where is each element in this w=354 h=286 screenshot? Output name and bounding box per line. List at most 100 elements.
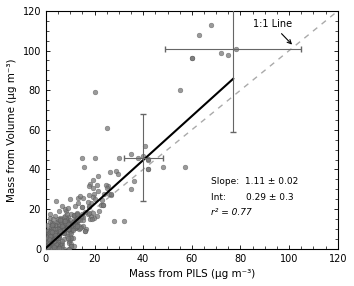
Point — [53, 245, 59, 250]
Point — [100, 202, 106, 207]
Point — [56, 222, 62, 226]
Point — [65, 215, 71, 219]
Point — [44, 223, 50, 227]
Point — [58, 241, 63, 245]
Point — [47, 220, 53, 224]
Point — [44, 242, 50, 247]
Point — [89, 216, 95, 221]
Point — [44, 246, 49, 251]
Point — [107, 170, 113, 175]
Point — [77, 217, 83, 222]
Point — [55, 246, 61, 251]
Point — [45, 246, 51, 251]
Point — [103, 182, 109, 187]
Point — [72, 218, 77, 223]
Point — [114, 169, 119, 174]
Point — [104, 126, 109, 130]
Point — [81, 165, 86, 170]
Point — [44, 245, 50, 249]
Point — [45, 246, 51, 251]
Point — [73, 222, 78, 226]
Point — [49, 234, 55, 238]
Point — [85, 211, 90, 216]
Point — [87, 217, 93, 221]
Point — [46, 238, 52, 242]
Point — [73, 204, 78, 208]
Point — [92, 192, 97, 196]
Point — [64, 212, 70, 217]
Point — [45, 239, 50, 244]
Point — [47, 216, 53, 220]
Point — [53, 242, 59, 247]
Point — [74, 217, 79, 221]
Point — [57, 218, 63, 223]
Point — [55, 233, 61, 238]
Point — [121, 219, 126, 223]
Point — [69, 244, 74, 248]
Point — [48, 246, 54, 251]
Point — [47, 245, 53, 249]
Point — [82, 229, 88, 233]
Point — [53, 230, 59, 235]
Point — [45, 228, 51, 232]
Point — [72, 226, 78, 230]
Point — [90, 177, 96, 182]
Point — [47, 235, 53, 239]
Point — [65, 206, 71, 210]
Point — [68, 221, 73, 226]
Point — [74, 213, 79, 218]
Point — [60, 226, 66, 231]
Point — [47, 238, 52, 242]
Point — [94, 213, 100, 218]
Point — [50, 221, 56, 226]
Point — [79, 204, 85, 209]
Point — [64, 234, 70, 239]
Point — [52, 236, 58, 241]
Point — [70, 228, 76, 232]
Point — [57, 230, 62, 234]
Point — [46, 231, 52, 235]
Point — [49, 246, 55, 251]
Point — [95, 174, 101, 178]
Point — [45, 246, 51, 251]
Point — [50, 244, 56, 249]
Point — [225, 52, 231, 57]
Point — [62, 219, 68, 223]
Point — [68, 211, 74, 216]
Point — [86, 184, 92, 188]
Point — [45, 245, 51, 249]
Point — [43, 230, 49, 234]
Point — [189, 56, 195, 61]
Point — [43, 246, 49, 251]
Point — [51, 246, 57, 251]
Point — [67, 228, 73, 233]
Point — [44, 246, 49, 251]
Point — [52, 246, 57, 251]
Point — [88, 214, 93, 218]
Point — [65, 221, 71, 226]
Point — [53, 232, 59, 236]
Point — [48, 234, 53, 239]
Point — [47, 236, 52, 240]
Point — [61, 222, 67, 227]
Point — [209, 23, 214, 27]
Point — [63, 208, 69, 213]
Point — [50, 217, 56, 222]
Point — [53, 242, 59, 247]
Point — [52, 213, 57, 218]
Point — [52, 246, 58, 251]
Point — [50, 225, 56, 230]
Point — [140, 153, 146, 158]
Point — [47, 246, 53, 251]
Point — [51, 246, 57, 251]
Point — [128, 187, 134, 192]
Point — [43, 246, 49, 251]
Point — [49, 239, 55, 244]
Point — [61, 231, 66, 236]
Point — [46, 233, 52, 237]
Point — [59, 229, 65, 233]
Point — [43, 246, 49, 251]
Point — [49, 229, 55, 234]
Point — [71, 244, 76, 248]
Point — [50, 243, 56, 248]
